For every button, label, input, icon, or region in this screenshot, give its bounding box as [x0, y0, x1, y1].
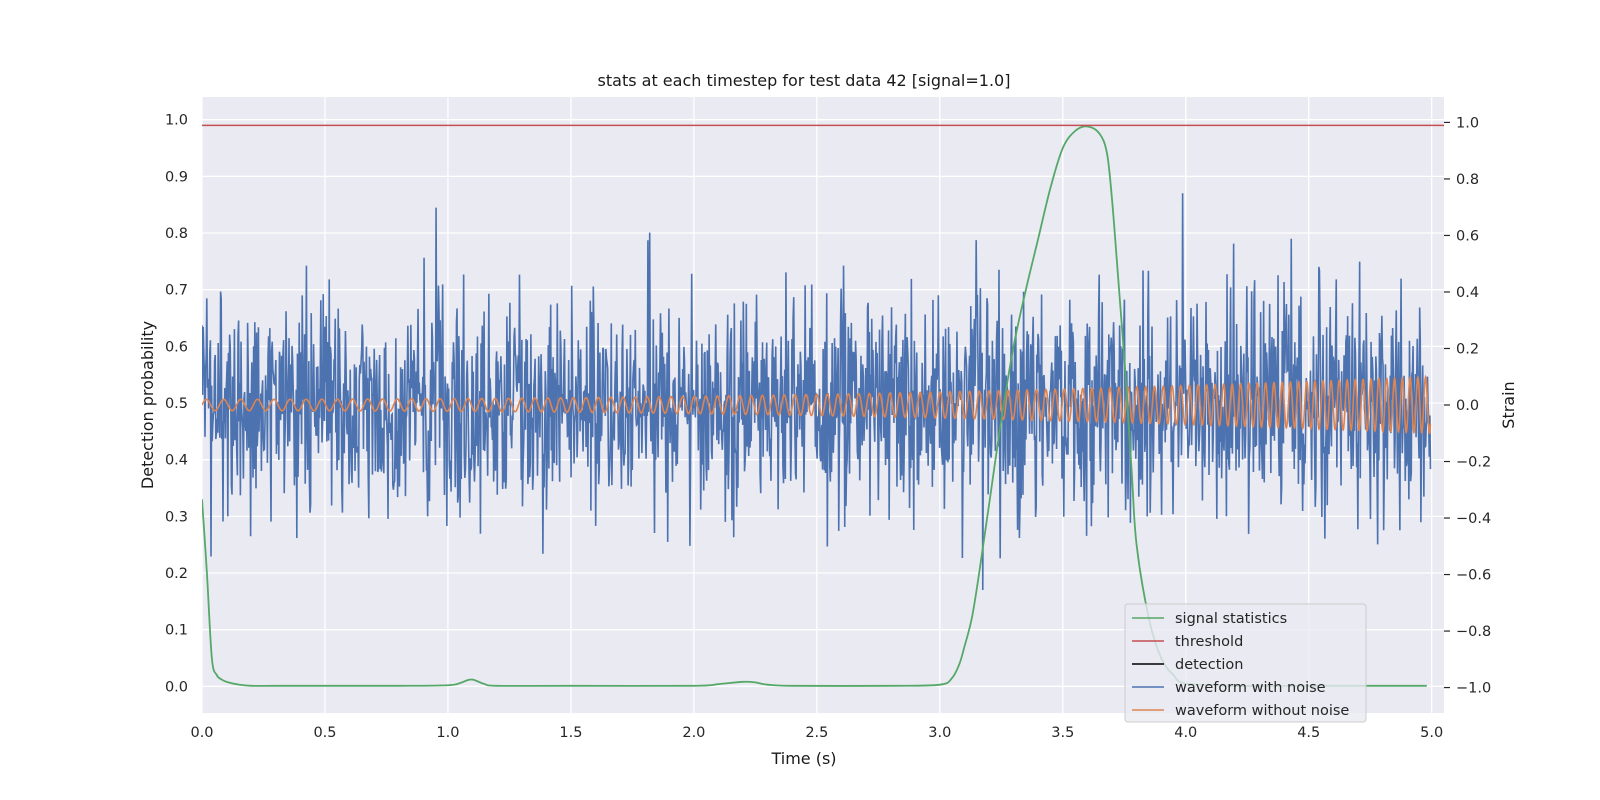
waveform-without-noise-series: [202, 374, 1432, 435]
legend-box: [1124, 603, 1367, 723]
right-y-tick-label: 0.8: [1456, 172, 1479, 188]
right-y-axis-label: Strain: [1499, 381, 1518, 428]
waveform-without-noise-line: [202, 374, 1432, 435]
left-y-tick-label: 0.5: [165, 396, 188, 412]
legend-label-waveform-with-noise: waveform with noise: [1175, 680, 1326, 696]
left-y-tick-label: 0.8: [165, 226, 188, 242]
x-tick-label: 2.0: [682, 725, 705, 741]
x-axis-label: Time (s): [770, 749, 836, 768]
chart-title: stats at each timestep for test data 42 …: [598, 71, 1011, 90]
legend-label-signal-statistics: signal statistics: [1175, 611, 1287, 627]
right-y-tick-label: 1.0: [1456, 115, 1479, 131]
right-y-tick-label: −0.8: [1456, 624, 1491, 640]
x-tick-label: 1.0: [436, 725, 459, 741]
x-tick-label: 5.0: [1420, 725, 1443, 741]
left-y-tick-label: 0.4: [165, 453, 188, 469]
right-y-tick-label: −0.4: [1456, 511, 1491, 527]
x-tick-label: 0.5: [313, 725, 336, 741]
signal-statistics-series: [202, 125, 1427, 687]
left-y-tick-label: 1.0: [165, 113, 188, 129]
x-tick-label: 4.0: [1174, 725, 1197, 741]
right-y-tick-label: −0.2: [1456, 455, 1491, 471]
x-tick-label: 3.5: [1051, 725, 1074, 741]
left-y-tick-label: 0.7: [165, 283, 188, 299]
signal-statistics-line: [202, 125, 1427, 687]
x-tick-label: 4.5: [1297, 725, 1320, 741]
legend: signal statistics threshold detection wa…: [1124, 603, 1367, 723]
left-y-tick-label: 0.3: [165, 509, 188, 525]
left-y-tick-label: 0.6: [165, 339, 188, 355]
x-tick-label: 1.5: [559, 725, 582, 741]
left-y-tick-label: 0.1: [165, 623, 188, 639]
right-y-tick-label: 0.0: [1456, 398, 1479, 414]
right-y-tick-label: 0.2: [1456, 341, 1479, 357]
x-tick-label: 0.0: [190, 725, 213, 741]
right-y-tick-label: 0.4: [1456, 285, 1479, 301]
left-y-axis-label: Detection probability: [138, 321, 157, 489]
right-y-tick-label: −0.6: [1456, 568, 1491, 584]
left-y-tick-label: 0.2: [165, 566, 188, 582]
right-y-axis: −1.0 −0.8 −0.6 −0.4 −0.2 0.0 0.2 0.4 0.6 0.8 1.0: [1444, 115, 1491, 697]
x-tick-label: 3.0: [928, 725, 951, 741]
right-y-tick-label: −1.0: [1456, 681, 1491, 697]
x-tick-label: 2.5: [805, 725, 828, 741]
legend-label-detection: detection: [1175, 657, 1243, 673]
left-y-tick-label: 0.9: [165, 169, 188, 185]
x-axis: 0.0 0.5 1.0 1.5 2.0 2.5 3.0 3.5 4.0 4.5 5.0: [190, 725, 1443, 741]
legend-label-threshold: threshold: [1175, 634, 1243, 650]
legend-label-waveform-without-noise: waveform without noise: [1175, 703, 1349, 719]
left-y-axis: 0.0 0.1 0.2 0.3 0.4 0.5 0.6 0.7 0.8 0.9 1.0: [165, 113, 188, 696]
right-y-tick-label: 0.6: [1456, 228, 1479, 244]
left-y-tick-label: 0.0: [165, 679, 188, 695]
